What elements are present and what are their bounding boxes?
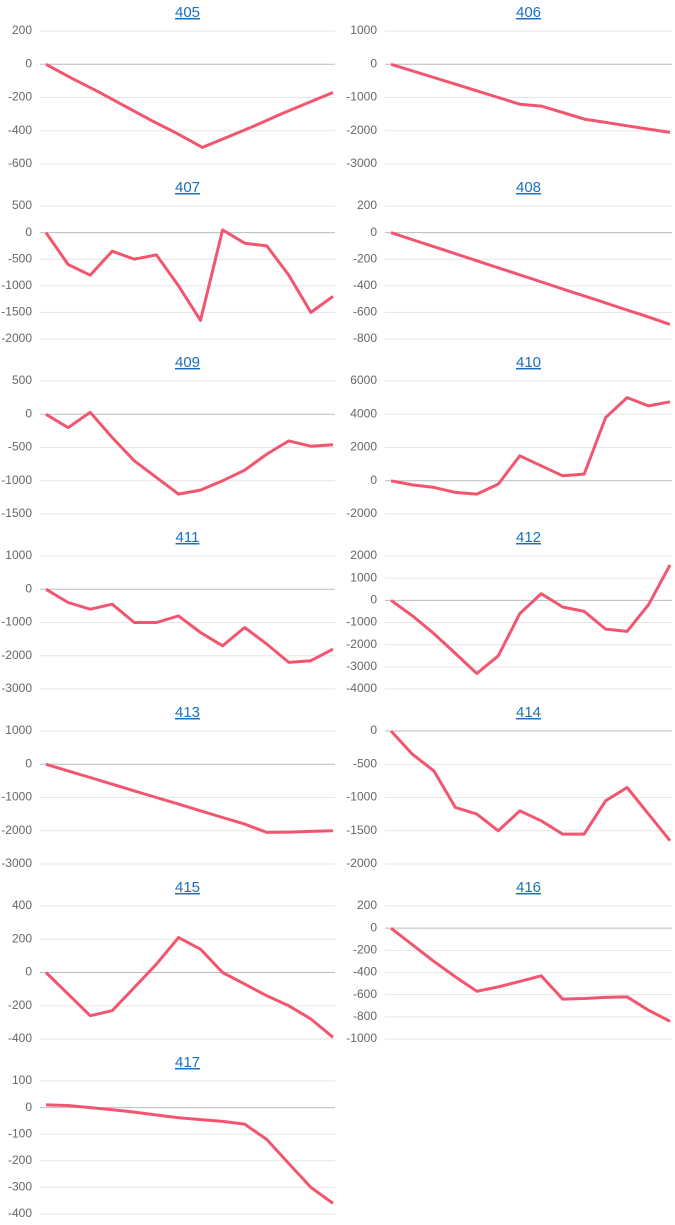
y-tick-label: 0 bbox=[25, 225, 32, 239]
line bbox=[45, 588, 334, 664]
line bbox=[390, 927, 671, 1023]
y-tick-label: 200 bbox=[357, 898, 377, 912]
y-tick-label: -3000 bbox=[346, 156, 377, 170]
chart-title[interactable]: 407 bbox=[175, 179, 200, 196]
y-tick-label: -500 bbox=[353, 756, 377, 770]
y-tick-label: 0 bbox=[25, 1100, 32, 1114]
y-tick-label: -1000 bbox=[1, 790, 32, 804]
y-tick-label: -1000 bbox=[1, 278, 32, 292]
y-tick-label: -800 bbox=[353, 331, 377, 345]
y-tick-label: 200 bbox=[357, 198, 377, 212]
y-tick-label: 0 bbox=[25, 581, 32, 595]
y-tick-label: -600 bbox=[353, 305, 377, 319]
y-tick-label: -400 bbox=[8, 123, 32, 137]
line bbox=[389, 729, 672, 842]
y-tick-label: 0 bbox=[370, 56, 377, 70]
y-tick-label: 1000 bbox=[350, 570, 377, 584]
y-tick-label: -1500 bbox=[1, 305, 32, 319]
line bbox=[390, 396, 671, 496]
line bbox=[44, 936, 334, 1039]
chart-title[interactable]: 416 bbox=[516, 879, 541, 896]
chart-title[interactable]: 412 bbox=[516, 529, 541, 546]
y-tick-label: -3000 bbox=[346, 659, 377, 673]
y-tick-label: -500 bbox=[8, 440, 32, 454]
y-tick-label: -1000 bbox=[1, 615, 32, 629]
y-tick-label: -2000 bbox=[1, 823, 32, 837]
chart-title[interactable]: 413 bbox=[175, 704, 200, 721]
y-tick-label: -2000 bbox=[346, 506, 377, 520]
line bbox=[45, 410, 334, 496]
y-tick-label: 4000 bbox=[350, 406, 377, 420]
line bbox=[44, 228, 334, 322]
y-tick-label: -1000 bbox=[346, 90, 377, 104]
y-tick-label: -4000 bbox=[346, 681, 377, 695]
y-tick-label: 6000 bbox=[350, 373, 377, 387]
y-tick-label: 100 bbox=[12, 1073, 32, 1087]
y-tick-label: 0 bbox=[370, 225, 377, 239]
y-tick-label: -3000 bbox=[1, 856, 32, 870]
y-tick-label: 0 bbox=[25, 406, 32, 420]
line bbox=[390, 62, 671, 134]
y-tick-label: 400 bbox=[12, 898, 32, 912]
y-tick-label: -400 bbox=[8, 1206, 32, 1220]
y-tick-label: 0 bbox=[370, 920, 377, 934]
y-tick-label: 1000 bbox=[5, 548, 32, 562]
line bbox=[45, 762, 334, 834]
y-tick-label: 0 bbox=[25, 56, 32, 70]
y-tick-label: 0 bbox=[25, 965, 32, 979]
y-tick-label: -1000 bbox=[1, 473, 32, 487]
y-tick-label: -200 bbox=[8, 1153, 32, 1167]
y-tick-label: 0 bbox=[370, 593, 377, 607]
y-tick-label: -1500 bbox=[346, 823, 377, 837]
y-tick-label: -2000 bbox=[346, 123, 377, 137]
y-tick-label: -400 bbox=[8, 1031, 32, 1045]
y-tick-label: -2000 bbox=[1, 331, 32, 345]
chart-title[interactable]: 406 bbox=[516, 4, 541, 21]
y-tick-label: -1500 bbox=[1, 506, 32, 520]
y-tick-label: -300 bbox=[8, 1180, 32, 1194]
y-tick-label: 0 bbox=[25, 756, 32, 770]
y-tick-label: 2000 bbox=[350, 440, 377, 454]
chart-title[interactable]: 414 bbox=[516, 704, 541, 721]
y-tick-label: -200 bbox=[353, 251, 377, 265]
line bbox=[45, 1103, 334, 1205]
y-tick-label: -2000 bbox=[346, 637, 377, 651]
chart-title[interactable]: 411 bbox=[176, 529, 200, 546]
y-tick-label: -200 bbox=[353, 943, 377, 957]
y-tick-label: -2000 bbox=[1, 648, 32, 662]
y-tick-label: -400 bbox=[353, 965, 377, 979]
y-tick-label: -2000 bbox=[346, 856, 377, 870]
y-tick-label: 1000 bbox=[5, 723, 32, 737]
chart-title[interactable]: 408 bbox=[516, 179, 541, 196]
y-tick-label: -1000 bbox=[346, 615, 377, 629]
y-tick-label: -600 bbox=[353, 987, 377, 1001]
y-tick-label: 1000 bbox=[350, 23, 377, 37]
y-tick-label: 500 bbox=[12, 373, 32, 387]
y-tick-label: 200 bbox=[12, 23, 32, 37]
y-tick-label: 200 bbox=[12, 931, 32, 945]
y-tick-label: -800 bbox=[353, 1009, 377, 1023]
chart-title[interactable]: 417 bbox=[175, 1054, 200, 1071]
y-tick-label: -200 bbox=[8, 998, 32, 1012]
y-tick-label: -1000 bbox=[346, 1031, 377, 1045]
y-tick-label: 500 bbox=[12, 198, 32, 212]
chart-title[interactable]: 405 bbox=[175, 4, 200, 21]
y-tick-label: -200 bbox=[8, 90, 32, 104]
chart-title[interactable]: 410 bbox=[516, 354, 541, 371]
line bbox=[390, 231, 671, 326]
y-tick-label: -400 bbox=[353, 278, 377, 292]
y-tick-label: -3000 bbox=[1, 681, 32, 695]
y-tick-label: -1000 bbox=[346, 790, 377, 804]
y-tick-label: 0 bbox=[370, 723, 377, 737]
chart-title[interactable]: 409 bbox=[175, 354, 200, 371]
line bbox=[390, 564, 672, 675]
y-tick-label: -100 bbox=[8, 1126, 32, 1140]
y-tick-label: 0 bbox=[370, 473, 377, 487]
chart-title[interactable]: 415 bbox=[175, 879, 200, 896]
y-tick-label: -500 bbox=[8, 251, 32, 265]
y-tick-label: -600 bbox=[8, 156, 32, 170]
line bbox=[45, 62, 334, 149]
y-tick-label: 2000 bbox=[350, 548, 377, 562]
